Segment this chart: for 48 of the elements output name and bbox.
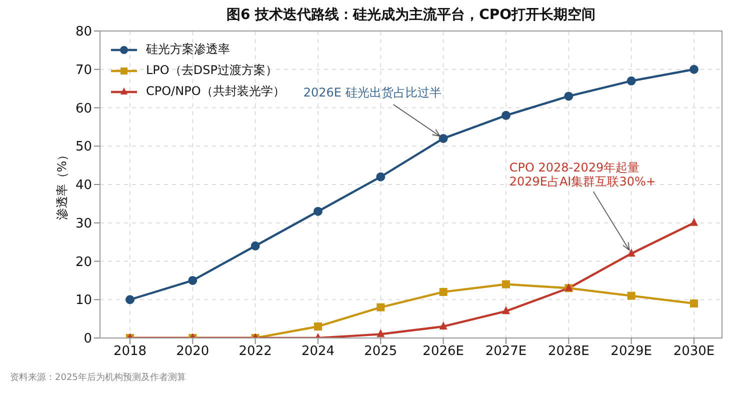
point [502,306,510,314]
point [376,303,385,312]
chart-title: 图6 技术迭代路线：硅光成为主流平台，CPO打开长期空间 [225,6,597,24]
point [188,276,198,285]
point [314,322,322,330]
x-tick-label: 2027E [485,344,527,360]
point [502,280,510,288]
y-tick-label: 0 [84,332,92,347]
text: 资料来源：2025年后为机构预测及作者测算 [10,372,186,383]
annotation: CPO 2028-2029年起量 2029E占AI集群互联30%+ [509,160,656,189]
x-tick-label: 2029E [610,344,652,360]
point [376,329,385,338]
y-tick-label: 30 [75,216,92,232]
x-tick-label: 2028E [548,344,590,360]
point [626,76,636,86]
annotation: 2026E 硅光出货占比过半 [303,85,442,100]
y-tick-label: 50 [75,140,92,155]
y-axis-title: 渗透率（%） [55,148,69,220]
point [627,248,636,257]
point [376,172,386,182]
y-tick-label: 80 [75,24,92,40]
point [564,92,574,101]
y-tick-label: 40 [75,178,92,194]
x-tick-label: 2020 [176,344,210,360]
x-tick-label: 2018 [113,344,147,360]
legend-label: CPO/NPO（共封装光学） [146,83,285,100]
point [690,218,698,226]
legend-label: 硅光方案渗透率 [146,41,230,58]
point [690,299,698,308]
point [250,241,260,250]
y-tick-label: 60 [75,101,92,116]
point [439,321,448,330]
x-tick-label: 2025 [364,344,398,360]
x-tick-label: 2030E [673,344,715,360]
point [314,206,322,216]
point [439,288,448,296]
point [627,292,636,300]
y-tick-label: 20 [75,254,92,270]
point [438,134,448,143]
y-tick-label: 10 [75,293,92,308]
x-tick-label: 2022 [238,344,272,360]
legend-label: LPO（去DSP过渡方案） [146,62,278,79]
y-tick-label: 70 [75,62,92,78]
point [502,110,510,120]
x-tick-label: 2026E [422,344,464,360]
x-tick-label: 2024 [301,344,335,360]
point [126,295,134,304]
point [690,64,698,74]
